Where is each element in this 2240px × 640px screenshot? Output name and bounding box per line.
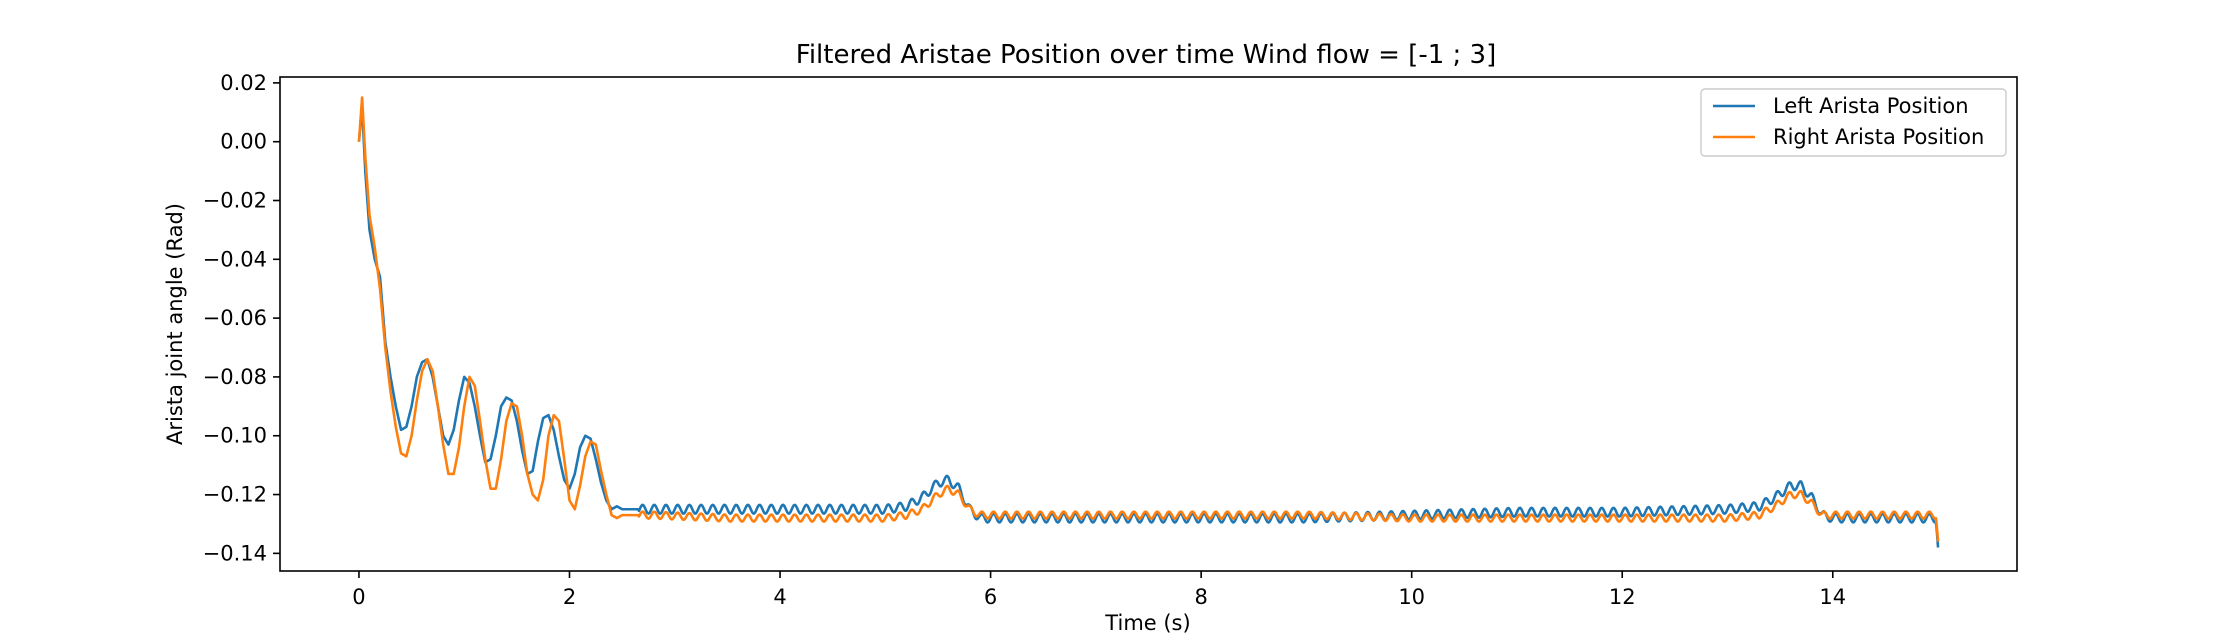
y-axis-label: Arista joint angle (Rad) — [163, 203, 187, 445]
y-tick-label: −0.04 — [203, 247, 267, 271]
legend-label-left-arista: Left Arista Position — [1773, 94, 1969, 118]
series-layer — [357, 96, 1940, 548]
x-tick-label: 10 — [1398, 585, 1425, 609]
y-tick-label: −0.10 — [203, 424, 267, 448]
y-tick-label: −0.08 — [203, 365, 267, 389]
series-line-right-arista — [357, 96, 1940, 542]
x-axis-label: Time (s) — [1104, 611, 1190, 635]
series-line-left-arista — [357, 105, 1940, 548]
chart-title: Filtered Aristae Position over time Wind… — [796, 40, 1496, 70]
x-tick-label: 8 — [1194, 585, 1207, 609]
x-tick-label: 0 — [352, 585, 365, 609]
x-tick-label: 14 — [1819, 585, 1846, 609]
y-tick-label: −0.14 — [203, 541, 267, 565]
plot-frame — [279, 76, 2018, 572]
y-tick-label: −0.12 — [203, 483, 267, 507]
y-tick-label: 0.02 — [220, 71, 267, 95]
x-tick-label: 12 — [1609, 585, 1636, 609]
y-tick-label: 0.00 — [220, 130, 267, 154]
legend: Left Arista Position Right Arista Positi… — [1700, 88, 2007, 157]
plot-area — [357, 96, 1940, 548]
x-tick-label: 4 — [773, 585, 786, 609]
x-tick-label: 2 — [563, 585, 576, 609]
y-tick-label: −0.06 — [203, 306, 267, 330]
x-axis: 0 2 4 6 8 10 12 14 — [352, 571, 1846, 609]
legend-label-right-arista: Right Arista Position — [1773, 125, 1984, 149]
y-tick-label: −0.02 — [203, 189, 267, 213]
y-axis: 0.02 0.00 −0.02 −0.04 −0.06 −0.08 −0.10 −0.12 −0… — [203, 71, 280, 565]
x-tick-label: 6 — [984, 585, 997, 609]
legend-box — [1700, 88, 2007, 157]
